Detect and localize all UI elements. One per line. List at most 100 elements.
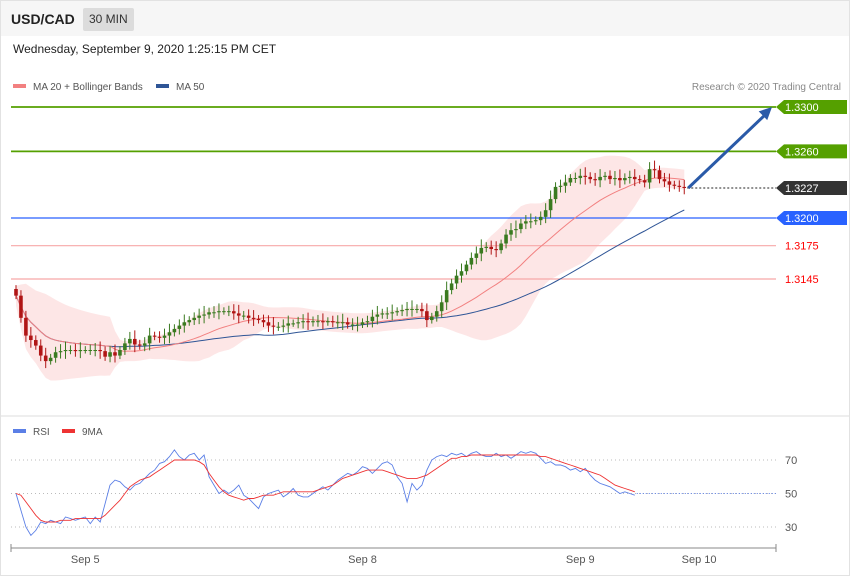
candle: [93, 343, 97, 357]
candle: [519, 218, 523, 234]
candle: [538, 211, 543, 226]
candle: [642, 174, 647, 188]
rsi-tick-label: 70: [785, 455, 797, 467]
ma50-line: [15, 209, 685, 348]
candle-body: [682, 186, 687, 189]
candle-body: [78, 350, 83, 352]
candle-body: [390, 312, 394, 314]
candle: [637, 175, 642, 184]
candle: [103, 346, 107, 361]
candle-body: [613, 178, 617, 180]
support-level-tag: [776, 210, 847, 225]
candle-body: [88, 350, 93, 352]
candle: [469, 252, 474, 270]
candle-body: [434, 311, 439, 317]
candle: [192, 312, 196, 325]
candle-body: [449, 283, 454, 291]
candle: [479, 239, 484, 262]
candle: [202, 305, 206, 324]
candle: [98, 341, 102, 359]
candle-body: [331, 321, 335, 323]
candle: [395, 307, 399, 316]
candle: [157, 331, 162, 343]
candle-body: [667, 181, 672, 185]
candle-body: [420, 308, 424, 312]
candle-body: [261, 320, 266, 323]
candle-body: [509, 230, 513, 235]
candles: [14, 160, 687, 369]
candle: [444, 281, 449, 310]
candle: [227, 305, 231, 317]
forecast-arrow: [687, 107, 772, 190]
candle-body: [603, 175, 607, 177]
candle: [355, 316, 360, 332]
candle: [454, 269, 459, 290]
candle-body: [301, 321, 305, 323]
candle-body: [400, 310, 404, 312]
rsi-tick-label: 30: [785, 522, 797, 534]
candle: [628, 170, 632, 184]
candle-body: [647, 169, 652, 183]
candle-body: [355, 324, 360, 326]
candle-body: [137, 344, 142, 346]
legend-swatch: [13, 429, 26, 433]
candle: [48, 353, 53, 365]
candle-body: [271, 325, 276, 327]
legend-swatch: [156, 84, 169, 88]
candle-body: [241, 315, 246, 317]
candle: [266, 315, 271, 332]
candle-body: [118, 350, 122, 356]
timeframe-button[interactable]: 30 MIN: [83, 8, 134, 31]
candle: [147, 327, 152, 351]
candle-body: [113, 352, 117, 356]
candle-body: [504, 234, 508, 244]
candle-body: [326, 321, 330, 323]
candle: [529, 213, 533, 229]
candle-body: [459, 271, 464, 276]
candle: [494, 241, 498, 258]
candle-body: [251, 317, 256, 319]
candle-body: [98, 350, 102, 352]
rsi-panel: RSI 9MA 70 50 30: [11, 427, 797, 537]
candle-body: [246, 315, 251, 318]
candle: [291, 319, 295, 327]
rsi-tick-label: 50: [785, 489, 797, 501]
candle: [593, 172, 597, 186]
candle-body: [43, 355, 48, 362]
candle: [207, 307, 211, 319]
rsi-line: [15, 449, 635, 537]
candle: [632, 169, 637, 187]
candle-body: [672, 184, 677, 186]
symbol-label: USD/CAD: [11, 11, 75, 27]
candle: [489, 240, 493, 255]
candle: [108, 346, 112, 363]
candle: [618, 169, 622, 188]
candle-body: [529, 221, 533, 223]
candle: [128, 331, 132, 350]
candle: [187, 316, 192, 326]
candle-body: [172, 328, 177, 333]
candle: [19, 290, 23, 323]
legend-label: MA 20 + Bollinger Bands: [33, 82, 143, 93]
candle-body: [227, 311, 231, 313]
candle-body: [588, 176, 592, 180]
candle: [548, 190, 553, 218]
candle-body: [430, 316, 434, 321]
candle-body: [514, 229, 518, 231]
time-tick-label: Sep 10: [682, 554, 717, 566]
candle: [335, 315, 340, 329]
candle: [415, 304, 419, 314]
candle: [182, 314, 187, 333]
candle-body: [192, 317, 196, 321]
resistance-level-label: 1.3260: [785, 146, 819, 158]
time-tick-label: Sep 5: [71, 554, 100, 566]
candle-body: [291, 323, 295, 325]
candle: [568, 174, 573, 186]
candle-body: [316, 321, 320, 323]
candle-body: [177, 325, 182, 329]
candle: [598, 169, 602, 188]
candle: [474, 246, 479, 265]
candle-body: [217, 311, 221, 313]
legend-swatch: [62, 429, 75, 433]
